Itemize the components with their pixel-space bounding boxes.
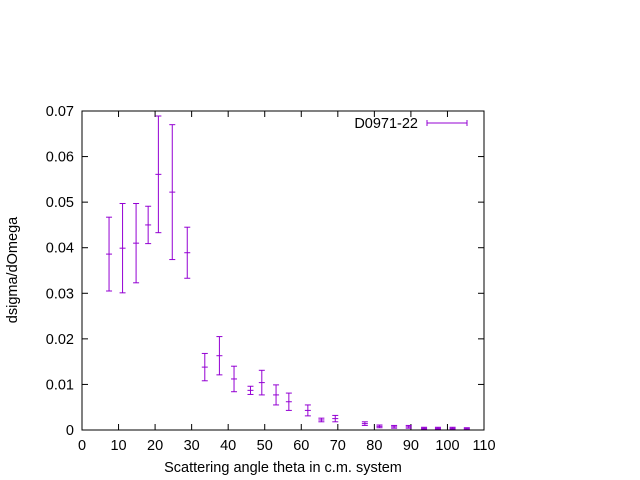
x-tick-label: 80 — [366, 438, 382, 454]
data-point — [119, 203, 126, 294]
data-point — [216, 336, 223, 376]
x-tick-label: 40 — [220, 438, 236, 454]
data-point — [247, 385, 254, 395]
legend-label: D0971-22 — [354, 116, 418, 132]
data-point — [155, 115, 162, 234]
y-tick-label: 0.01 — [46, 377, 74, 393]
y-tick-label: 0.07 — [46, 104, 74, 120]
y-tick-label: 0.05 — [46, 195, 74, 211]
x-tick: 10 — [110, 111, 127, 454]
data-points-layer — [106, 115, 470, 431]
x-tick: 30 — [184, 111, 200, 454]
y-tick-label: 0.02 — [46, 332, 74, 348]
y-tick-label: 0.04 — [46, 241, 74, 257]
y-tick-label: 0.03 — [46, 286, 74, 302]
y-tick: 0.04 — [46, 241, 484, 257]
y-tick-label: 0.06 — [46, 150, 74, 166]
x-tick-label: 60 — [293, 438, 309, 454]
y-tick: 0.02 — [46, 332, 484, 348]
data-point — [361, 421, 368, 426]
x-tick-label: 0 — [78, 438, 86, 454]
data-point — [169, 124, 176, 261]
x-tick-label: 10 — [110, 438, 126, 454]
y-tick-label: 0 — [66, 423, 74, 439]
x-tick: 90 — [403, 111, 419, 454]
data-point — [258, 369, 265, 396]
x-tick-label: 20 — [147, 438, 163, 454]
x-tick: 70 — [330, 111, 346, 454]
x-tick-label: 70 — [330, 438, 346, 454]
data-point — [376, 424, 383, 429]
x-tick: 20 — [147, 111, 163, 454]
data-point — [106, 216, 113, 292]
data-point — [184, 226, 191, 279]
x-axis-label: Scattering angle theta in c.m. system — [164, 460, 402, 476]
data-point — [231, 365, 238, 393]
y-tick: 0.06 — [46, 150, 484, 166]
data-point — [285, 392, 292, 411]
data-point — [332, 414, 339, 423]
y-tick: 0.05 — [46, 195, 484, 211]
data-point — [421, 426, 428, 430]
data-point — [304, 404, 311, 417]
x-tick-label: 90 — [403, 438, 419, 454]
x-tick-label: 50 — [257, 438, 273, 454]
x-tick: 50 — [257, 111, 273, 454]
y-tick: 0 — [66, 423, 484, 439]
data-point — [133, 203, 140, 284]
y-tick: 0.03 — [46, 286, 484, 302]
data-point — [273, 384, 280, 406]
x-tick: 100 — [435, 111, 460, 454]
data-point — [405, 424, 412, 429]
data-point — [201, 352, 208, 382]
data-point — [145, 205, 152, 245]
ticks-layer: 0 10 20 30 40 50 60 70 80 90 100 110 0 0.01 0.02 0.03 0.… — [46, 104, 496, 454]
x-tick: 60 — [293, 111, 309, 454]
data-point — [434, 426, 441, 430]
data-point — [391, 424, 398, 429]
x-tick-label: 110 — [472, 438, 495, 454]
data-point — [463, 427, 470, 431]
legend: D0971-22 — [354, 116, 468, 132]
x-tick-label: 100 — [435, 438, 459, 454]
y-tick: 0.01 — [46, 377, 484, 393]
plot-frame — [81, 110, 485, 431]
data-point — [318, 417, 325, 423]
data-point — [449, 426, 456, 430]
x-tick: 80 — [366, 111, 382, 454]
x-tick-label: 30 — [184, 438, 200, 454]
x-tick: 40 — [220, 111, 236, 454]
legend-sample — [426, 120, 468, 126]
y-axis-label: dsigma/dOmega — [5, 216, 21, 323]
